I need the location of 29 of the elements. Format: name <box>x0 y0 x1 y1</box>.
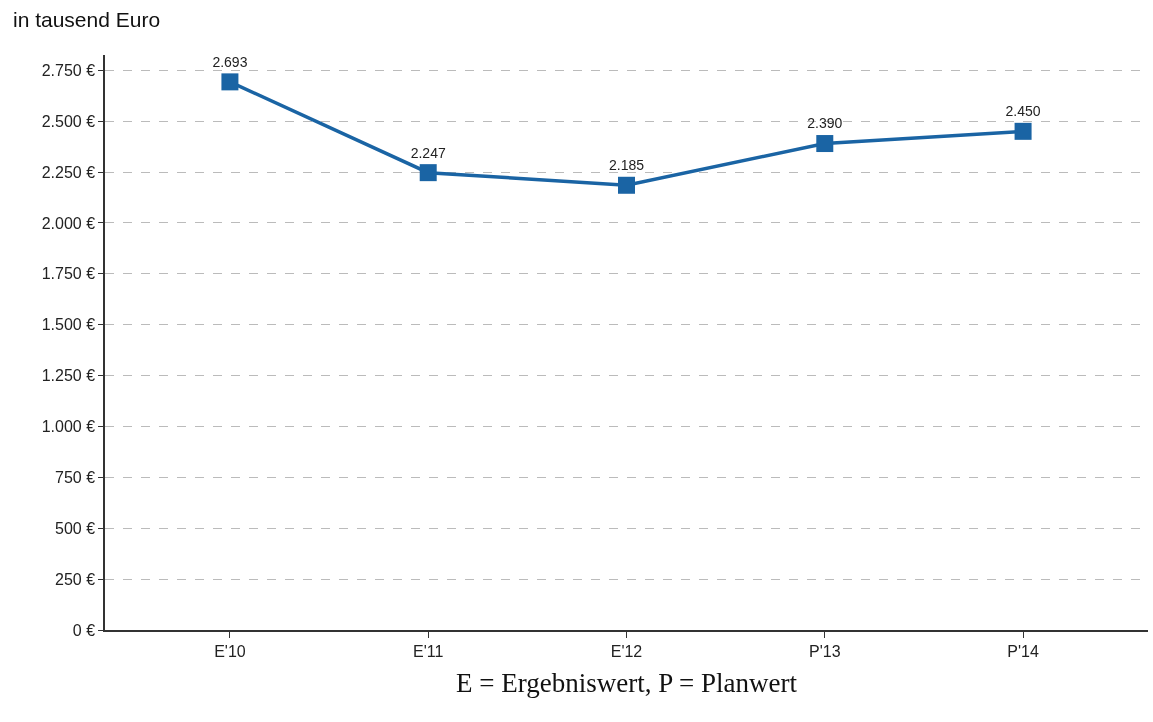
y-tick-label: 750 € <box>55 468 96 486</box>
point <box>1014 122 1032 140</box>
y-tick-label: 0 € <box>72 621 96 639</box>
x-axis-title: E = Ergebniswert, P = Planwert <box>456 667 798 698</box>
data-label: 2.247 <box>410 144 446 161</box>
x-tick-label: P'14 <box>1007 642 1039 660</box>
y-tick-label: 2.000 € <box>41 214 96 232</box>
data-label: 2.185 <box>608 157 645 174</box>
x-tick-label: E'11 <box>413 642 444 660</box>
point <box>221 73 239 91</box>
y-tick-label: 1.750 € <box>41 265 96 283</box>
y-tick-label: 2.250 € <box>41 163 96 181</box>
x-tick-label: P'13 <box>809 642 841 660</box>
x-tick-label: E'10 <box>214 642 246 660</box>
y-tick-label: 250 € <box>55 570 96 588</box>
y-axis-title: in tausend Euro <box>13 8 161 31</box>
data-label: 2.450 <box>1005 103 1041 120</box>
y-tick-label: 2.750 € <box>41 61 96 79</box>
point <box>419 164 437 182</box>
y-tick-label: 2.500 € <box>41 112 96 130</box>
data-label: 2.390 <box>807 115 843 132</box>
y-tick-label: 1.500 € <box>41 316 96 334</box>
y-tick-label: 1.000 € <box>41 418 96 436</box>
y-tick-label: 500 € <box>55 519 96 537</box>
data-label: 2.693 <box>212 53 248 70</box>
point <box>618 176 635 194</box>
point <box>816 135 834 153</box>
y-tick-label: 1.250 € <box>41 367 96 385</box>
x-tick-label: E'12 <box>610 642 643 660</box>
